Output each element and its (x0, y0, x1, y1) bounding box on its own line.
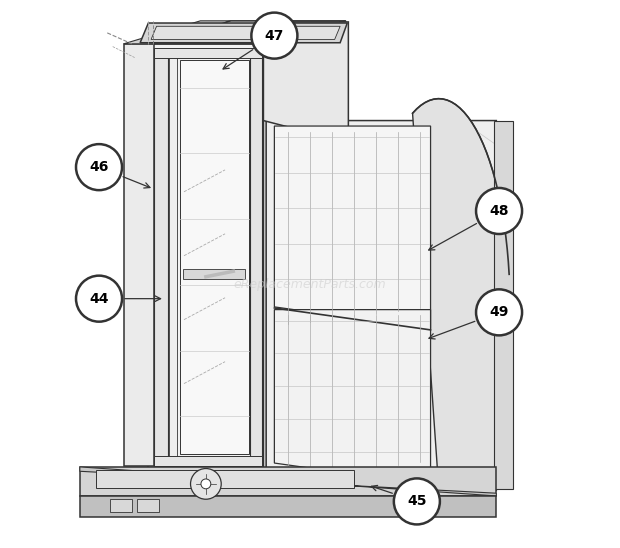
Text: 46: 46 (89, 160, 108, 174)
Text: 44: 44 (89, 292, 108, 306)
Circle shape (190, 469, 221, 499)
Polygon shape (151, 26, 340, 39)
Circle shape (476, 188, 522, 234)
Polygon shape (148, 21, 345, 44)
Polygon shape (80, 467, 497, 496)
Polygon shape (123, 44, 154, 466)
Polygon shape (80, 496, 497, 517)
Polygon shape (169, 49, 177, 466)
Polygon shape (80, 467, 497, 496)
Polygon shape (154, 49, 167, 466)
Polygon shape (275, 126, 430, 329)
Text: eReplacementParts.com: eReplacementParts.com (234, 278, 386, 292)
Circle shape (76, 276, 122, 322)
Circle shape (476, 289, 522, 335)
Text: 47: 47 (265, 28, 284, 43)
Polygon shape (148, 469, 345, 492)
Polygon shape (180, 60, 249, 454)
Polygon shape (154, 456, 262, 466)
Circle shape (201, 479, 211, 489)
Polygon shape (110, 499, 132, 512)
Circle shape (394, 478, 440, 524)
Polygon shape (140, 23, 347, 43)
Text: 45: 45 (407, 494, 427, 509)
Polygon shape (138, 499, 159, 512)
Polygon shape (264, 22, 348, 142)
Polygon shape (412, 99, 509, 489)
Polygon shape (148, 44, 264, 469)
Circle shape (76, 144, 122, 190)
Text: 48: 48 (489, 204, 509, 218)
Polygon shape (275, 310, 430, 485)
Polygon shape (96, 470, 354, 488)
Circle shape (251, 13, 298, 59)
Polygon shape (250, 49, 262, 466)
Polygon shape (183, 269, 246, 279)
Polygon shape (494, 121, 513, 489)
Text: 49: 49 (489, 305, 509, 319)
Polygon shape (154, 48, 262, 58)
Polygon shape (264, 21, 345, 492)
Polygon shape (123, 21, 231, 44)
Polygon shape (266, 121, 497, 490)
